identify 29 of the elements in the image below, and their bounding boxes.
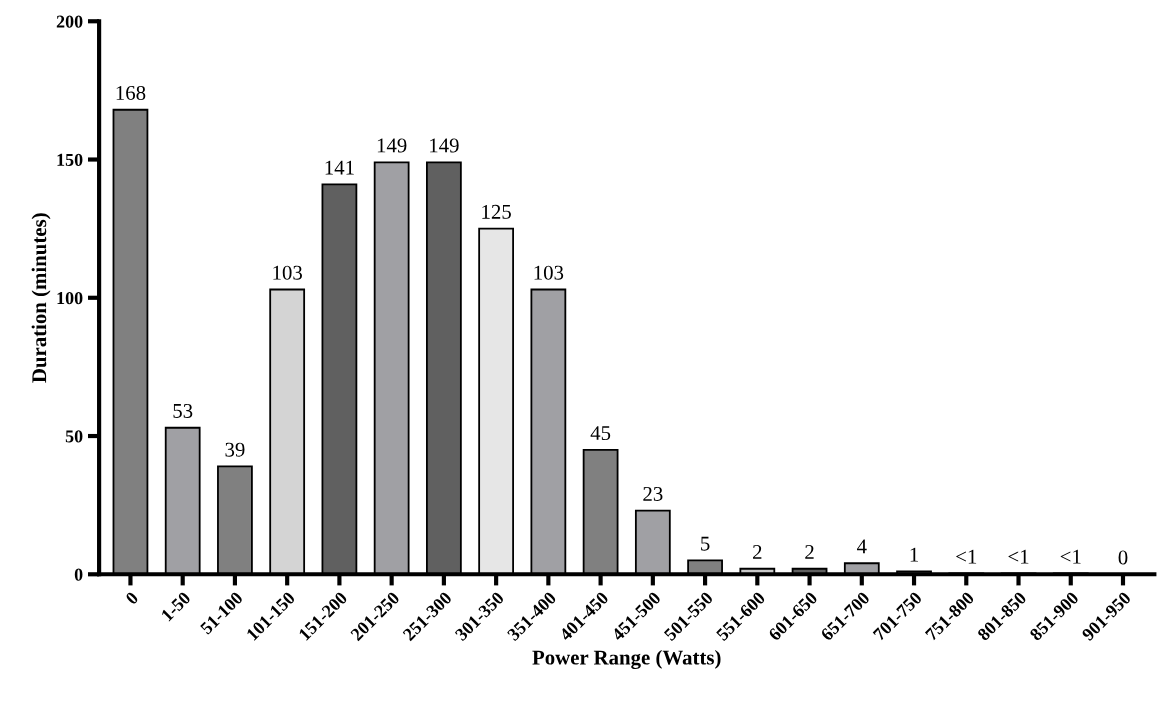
- y-tick-label: 50: [65, 430, 83, 443]
- data-label: 39: [225, 442, 245, 457]
- data-label: 5: [701, 536, 710, 551]
- data-label: <1: [1060, 549, 1081, 564]
- y-tick-label: 150: [57, 153, 83, 166]
- y-tick-label: 200: [56, 15, 83, 28]
- data-label: 2: [753, 544, 762, 559]
- data-label: 1: [910, 547, 918, 562]
- x-tick-label: 0: [124, 591, 139, 606]
- data-label: 103: [273, 265, 302, 280]
- x-tick-label: 1-50: [160, 591, 192, 622]
- data-label: 149: [377, 138, 407, 153]
- data-label: 141: [325, 160, 354, 175]
- y-tick-label: 100: [57, 292, 83, 305]
- data-label: 45: [590, 426, 611, 441]
- data-label: 4: [857, 539, 867, 554]
- data-label: 0: [1118, 550, 1128, 565]
- data-label: 53: [173, 403, 193, 418]
- data-label: 149: [430, 138, 459, 153]
- data-label: 103: [534, 265, 564, 280]
- y-axis-title: Duration (minutes): [31, 213, 51, 383]
- data-label: 2: [805, 544, 814, 559]
- data-label: 168: [116, 85, 146, 100]
- data-label: 23: [643, 486, 663, 501]
- y-tick-label: 0: [74, 568, 83, 581]
- data-label: <1: [956, 549, 977, 564]
- data-label: <1: [1008, 549, 1029, 564]
- data-label: 125: [482, 204, 511, 219]
- x-axis-title: Power Range (Watts): [532, 649, 721, 669]
